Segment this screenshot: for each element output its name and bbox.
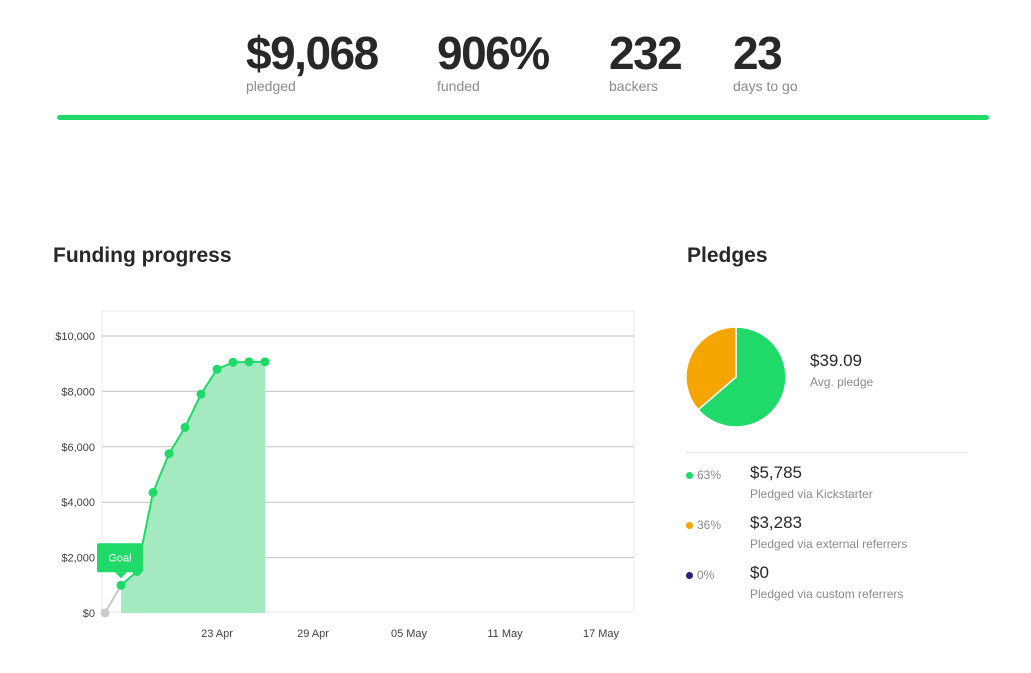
start-point bbox=[100, 608, 110, 618]
x-tick-label: 17 May bbox=[583, 628, 620, 640]
stat-label: pledged bbox=[246, 78, 296, 94]
goal-marker: Goal bbox=[97, 543, 143, 579]
stat-value: 232 bbox=[609, 27, 683, 79]
y-tick-label: $10,000 bbox=[55, 331, 95, 343]
x-tick-label: 23 Apr bbox=[201, 628, 233, 640]
y-tick-label: $0 bbox=[83, 608, 95, 620]
stat-value: $9,068 bbox=[246, 27, 379, 79]
pie-slice-0 bbox=[697, 326, 787, 428]
goal-tooltip bbox=[97, 543, 143, 573]
stat-funded: 906% funded bbox=[437, 26, 550, 94]
pledge-amount: $3,283 bbox=[750, 513, 802, 532]
data-point-0 bbox=[116, 580, 126, 590]
pledges-divider bbox=[686, 452, 966, 453]
pledge-source: Pledged via custom referrers bbox=[750, 587, 904, 601]
stat-label: days to go bbox=[733, 78, 798, 94]
y-tick-label: $4,000 bbox=[61, 497, 95, 509]
legend-dot bbox=[686, 572, 693, 579]
funding-line bbox=[120, 360, 265, 587]
funding-area bbox=[121, 361, 265, 613]
pledge-row-custom: 0% $0 Pledged via custom referrers bbox=[686, 563, 986, 606]
avg-pledge-label: Avg. pledge bbox=[810, 375, 874, 389]
pledge-amount: $0 bbox=[750, 563, 769, 582]
data-point-4 bbox=[180, 422, 190, 432]
data-point-3 bbox=[164, 449, 174, 459]
prelaunch-line bbox=[104, 584, 122, 614]
x-tick-label: 29 Apr bbox=[297, 628, 329, 640]
pledge-amount: $5,785 bbox=[750, 463, 802, 482]
pledges-pie-chart bbox=[685, 326, 787, 428]
stat-label: funded bbox=[437, 78, 480, 94]
legend-dot bbox=[686, 522, 693, 529]
data-point-8 bbox=[244, 357, 254, 367]
stat-label: backers bbox=[609, 78, 659, 94]
pledge-percent: 0% bbox=[697, 568, 715, 582]
x-tick-label: 05 May bbox=[391, 628, 428, 640]
funding-progress-bar bbox=[57, 115, 989, 120]
pledge-percent: 63% bbox=[697, 468, 722, 482]
funding-progress-chart: $0 $2,000 $4,000 $6,000 $8,000 $10,000 23 Apr 2… bbox=[55, 310, 635, 640]
data-point-6 bbox=[212, 364, 222, 374]
y-tick-label: $6,000 bbox=[61, 442, 95, 454]
funding-progress-fill bbox=[57, 115, 989, 120]
pledge-row-external: 36% $3,283 Pledged via external referrer… bbox=[686, 513, 986, 556]
stat-days-to-go: 23 days to go bbox=[733, 26, 798, 93]
data-point-5 bbox=[196, 389, 206, 399]
x-tick-label: 11 May bbox=[487, 628, 523, 640]
stat-value: 906% bbox=[437, 27, 550, 79]
goal-label: Goal bbox=[108, 552, 131, 564]
stats-bar: $9,068 pledged 906% funded 232 backers 2… bbox=[0, 26, 1031, 106]
data-point-2 bbox=[148, 488, 158, 498]
pledge-percent: 36% bbox=[697, 518, 722, 532]
pledges-title: Pledges bbox=[687, 244, 768, 267]
pledge-source: Pledged via Kickstarter bbox=[750, 487, 873, 501]
funding-progress-title: Funding progress bbox=[53, 244, 232, 267]
legend-dot bbox=[686, 472, 693, 479]
pledge-row-kickstarter: 63% $5,785 Pledged via Kickstarter bbox=[686, 463, 986, 506]
stat-pledged: $9,068 pledged bbox=[246, 26, 379, 94]
stat-value: 23 bbox=[733, 27, 783, 79]
stat-backers: 232 backers bbox=[609, 26, 683, 94]
avg-pledge-value: $39.09 bbox=[810, 351, 862, 370]
data-point-7 bbox=[228, 357, 238, 367]
data-point-9 bbox=[260, 357, 270, 367]
pledge-source: Pledged via external referrers bbox=[750, 537, 908, 551]
goal-tooltip-arrow bbox=[115, 572, 127, 579]
pie-slice-1 bbox=[685, 326, 737, 411]
y-tick-label: $8,000 bbox=[61, 386, 95, 398]
y-tick-label: $2,000 bbox=[61, 553, 95, 565]
